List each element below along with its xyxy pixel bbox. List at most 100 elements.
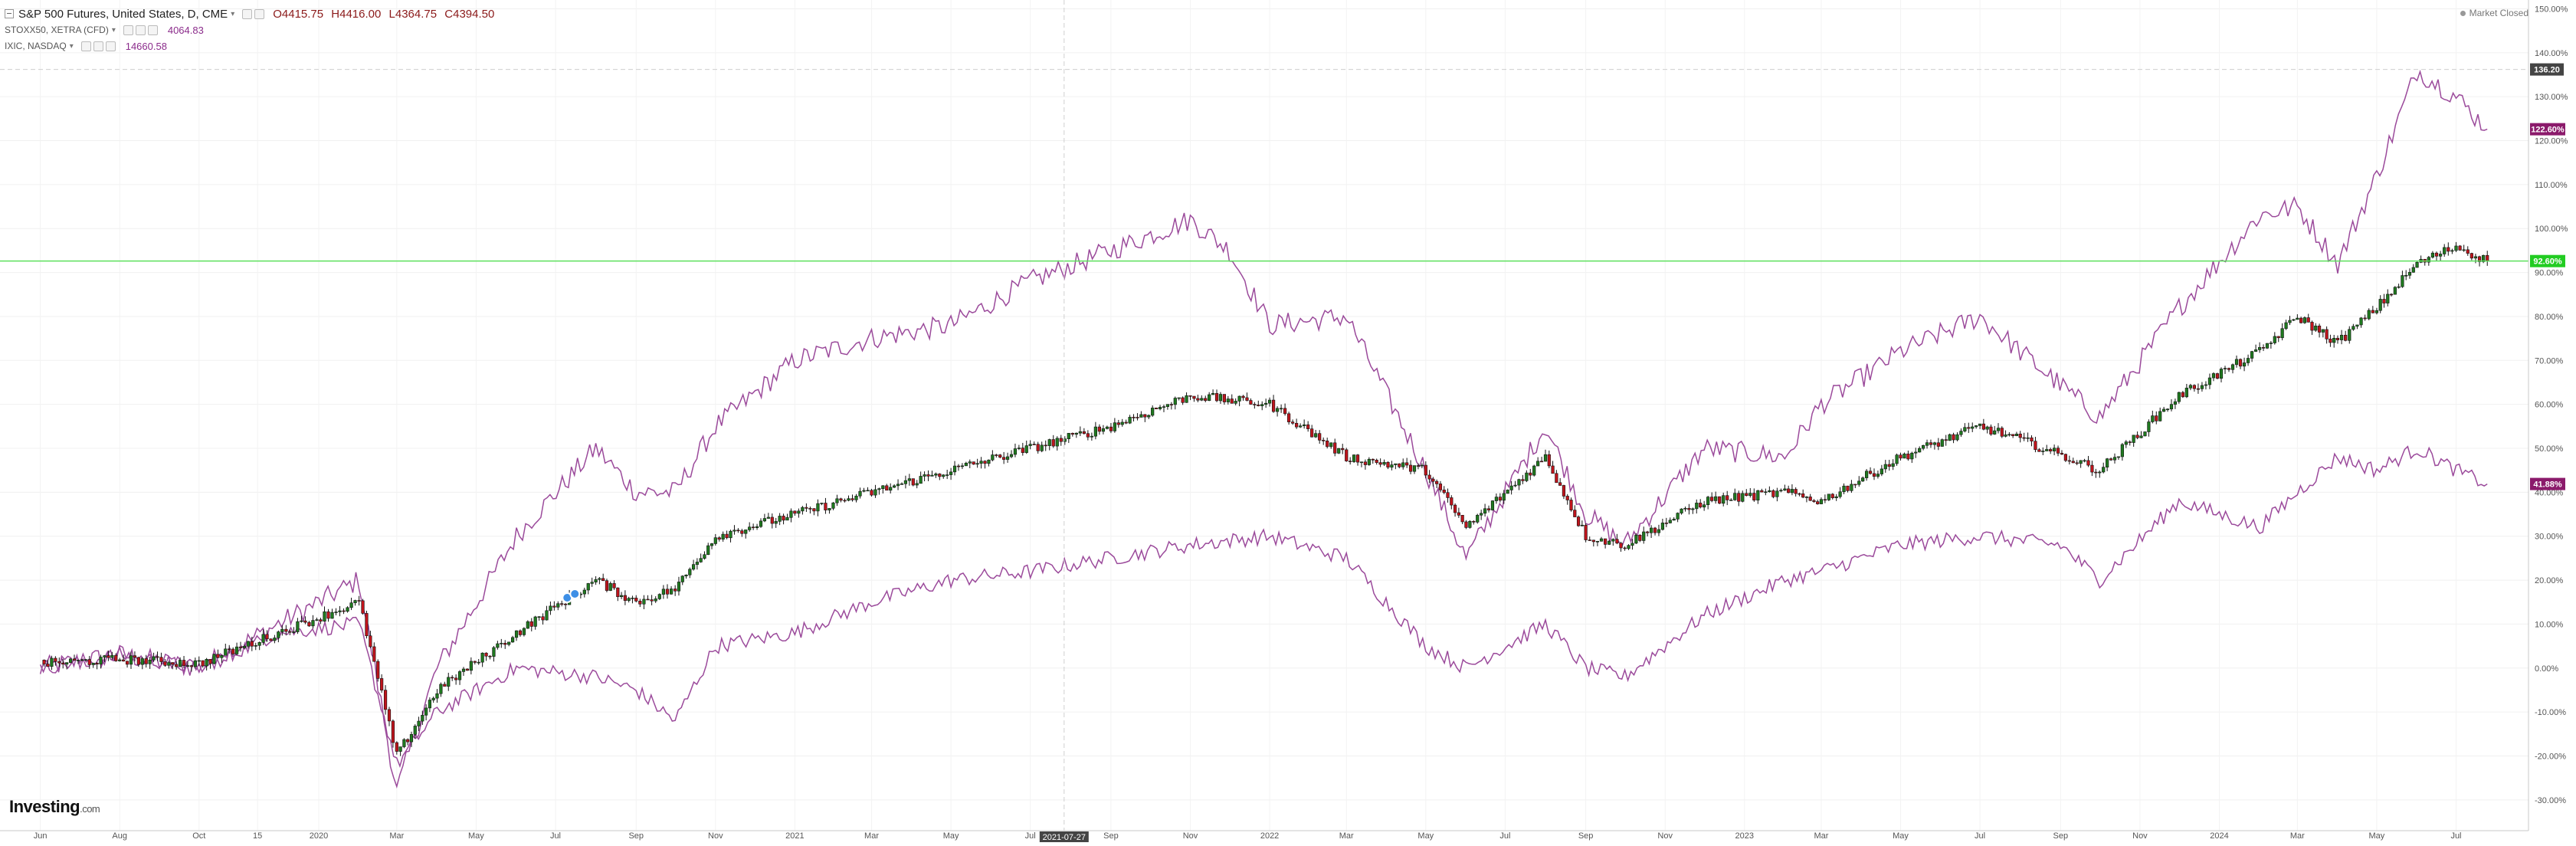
eye-icon[interactable] <box>80 41 91 51</box>
candle-body <box>1952 434 1955 441</box>
candle <box>612 580 616 590</box>
candle <box>323 606 326 622</box>
candle <box>1124 419 1128 425</box>
candle <box>2112 453 2117 464</box>
candle <box>2378 295 2382 313</box>
x-tick-label: Nov <box>2132 831 2148 841</box>
candle <box>972 461 975 465</box>
candle <box>1438 480 1443 493</box>
eye-icon[interactable] <box>123 25 133 35</box>
candle-body <box>778 516 782 522</box>
y-tick-label: 150.00% <box>2535 5 2568 14</box>
chevron-down-icon[interactable]: ▾ <box>231 9 235 18</box>
candle-body <box>110 654 114 658</box>
candle <box>1683 507 1687 512</box>
horizontal-line[interactable] <box>0 69 2528 604</box>
legend-overlay-1[interactable]: STOXX50, XETRA (CFD) ▾ 4064.83 <box>5 22 204 38</box>
candle-body <box>409 734 414 743</box>
candle <box>1059 434 1063 446</box>
candle-body <box>1726 495 1729 500</box>
candle <box>133 651 137 662</box>
settings-icon[interactable] <box>135 25 146 35</box>
candle <box>2192 384 2196 392</box>
candle <box>911 478 915 487</box>
candle <box>1779 488 1783 493</box>
candle-body <box>2109 458 2113 461</box>
candle-body <box>2355 324 2359 327</box>
candle-body <box>1352 454 1356 462</box>
candle <box>1865 469 1869 481</box>
overlay-2-symbol[interactable]: IXIC, NASDAQ <box>5 41 67 51</box>
close-icon[interactable] <box>105 41 116 51</box>
candle <box>1416 463 1421 470</box>
close-icon[interactable] <box>147 25 158 35</box>
candle-body <box>1162 406 1166 408</box>
chevron-down-icon[interactable]: ▾ <box>69 41 74 51</box>
candle <box>877 487 881 495</box>
main-symbol-label[interactable]: S&P 500 Futures, United States, D, CME <box>18 7 228 21</box>
candle-body <box>995 454 998 456</box>
candle-body <box>1768 490 1771 493</box>
candle <box>1329 442 1333 449</box>
candle <box>1787 485 1791 494</box>
candle <box>1555 470 1558 484</box>
collapse-icon[interactable] <box>5 9 14 18</box>
candle <box>1963 423 1967 433</box>
candle <box>376 659 380 682</box>
settings-icon[interactable] <box>254 8 265 19</box>
candle-body <box>2246 358 2250 363</box>
candle-body <box>303 620 307 623</box>
candle <box>2219 367 2224 383</box>
candle-body <box>1899 454 1903 459</box>
candle-body <box>1260 404 1264 406</box>
candle <box>2067 455 2071 465</box>
overlay-1-symbol[interactable]: STOXX50, XETRA (CFD) <box>5 25 109 35</box>
candle-body <box>2238 359 2243 367</box>
candle-body <box>1801 494 1805 498</box>
candle-body <box>193 660 197 667</box>
candle-body <box>915 483 919 486</box>
candle-body <box>949 471 953 475</box>
candle <box>2234 355 2239 368</box>
candle <box>1279 404 1283 413</box>
settings-icon[interactable] <box>93 41 103 51</box>
candle-body <box>560 603 564 605</box>
candle <box>938 473 942 480</box>
candle <box>1386 461 1390 470</box>
candle-body <box>938 474 942 477</box>
candle-body <box>1517 479 1521 486</box>
eye-icon[interactable] <box>242 8 253 19</box>
candle <box>1543 449 1548 462</box>
candle-body <box>231 648 235 654</box>
candle-body <box>1483 508 1487 514</box>
candle <box>586 582 590 595</box>
candle <box>1649 525 1653 538</box>
candle-body <box>752 526 755 529</box>
candle-body <box>391 720 395 743</box>
candle-body <box>619 595 624 597</box>
candle <box>1922 444 1925 451</box>
candle <box>284 625 288 636</box>
candle <box>1082 428 1086 435</box>
candle-body <box>1498 497 1502 501</box>
legend-main[interactable]: S&P 500 Futures, United States, D, CME ▾… <box>5 6 499 21</box>
candle <box>1517 478 1521 490</box>
candle-body <box>2339 335 2344 340</box>
candle <box>680 575 684 585</box>
candle-body <box>1472 520 1476 523</box>
candle <box>1830 493 1834 500</box>
candle <box>1502 490 1506 504</box>
candle <box>1249 398 1253 405</box>
candle-body <box>261 634 265 643</box>
legend-overlay-2[interactable]: IXIC, NASDAQ ▾ 14660.58 <box>5 38 167 54</box>
candle <box>2296 314 2299 320</box>
x-tick-label: Jun <box>34 831 48 841</box>
chevron-down-icon[interactable]: ▾ <box>111 25 116 34</box>
candle-body <box>2147 421 2151 432</box>
candle-body <box>2411 267 2415 273</box>
candle-body <box>1718 496 1722 504</box>
candle-body <box>1158 407 1162 409</box>
candle <box>1480 510 1483 520</box>
candle-body <box>881 485 885 489</box>
